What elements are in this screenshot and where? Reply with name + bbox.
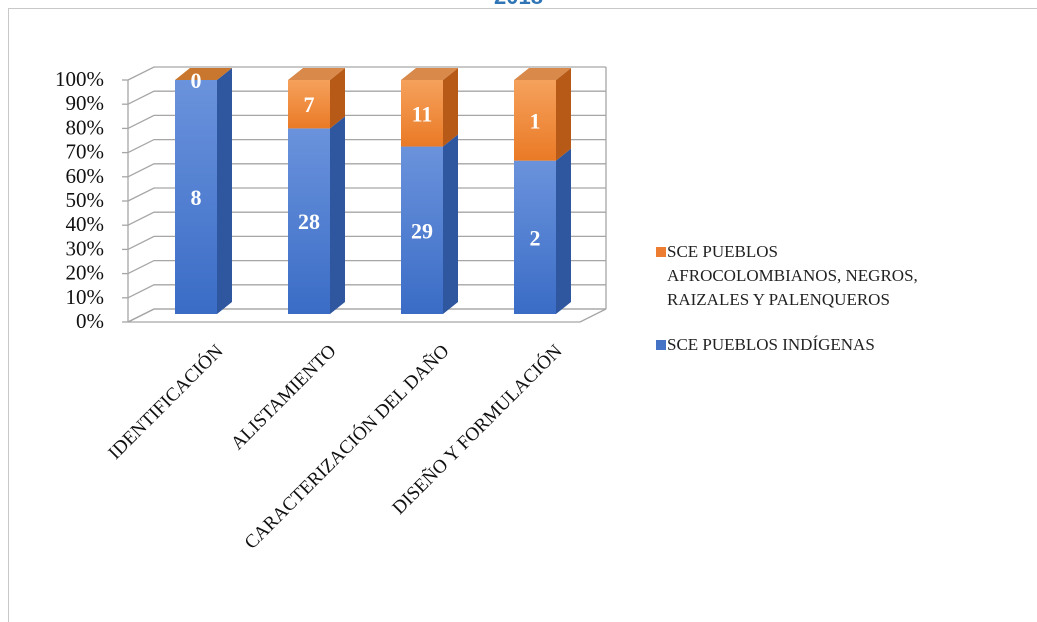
x-tick-label: ALISTAMIENTO — [227, 341, 341, 455]
y-tick-label: 30% — [66, 236, 105, 260]
bar-indigenas-front — [401, 146, 443, 314]
bar-afro-top — [514, 68, 571, 80]
data-label-indigenas: 8 — [191, 185, 202, 210]
legend-swatch-blue — [656, 340, 666, 350]
legend-item-indigenas: SCE PUEBLOS INDÍGENAS — [656, 333, 875, 357]
bar-indigenas-front — [514, 160, 556, 314]
data-label-afro: 11 — [412, 101, 433, 126]
bar-indigenas-front — [288, 128, 330, 314]
bar-afro-front — [288, 80, 330, 129]
bar-indigenas-side — [556, 148, 571, 314]
bar-afro-side — [556, 68, 571, 161]
chart-frame — [8, 8, 1037, 622]
legend-label-afro-2: AFROCOLOMBIANOS, NEGROS, — [667, 266, 918, 285]
data-label-afro: 1 — [530, 108, 541, 133]
y-tick-label: 0% — [76, 309, 104, 333]
data-label-indigenas: 28 — [298, 209, 320, 234]
legend-label-afro-1: SCE PUEBLOS — [667, 242, 778, 261]
floor-right-edge — [579, 308, 607, 323]
gridline — [127, 66, 606, 81]
data-label-indigenas: 2 — [530, 225, 541, 250]
y-tick-label: 50% — [66, 188, 105, 212]
legend-label-indigenas: SCE PUEBLOS INDÍGENAS — [667, 335, 875, 354]
bar-afro-side — [330, 68, 345, 129]
y-tick-label: 20% — [66, 261, 105, 285]
bar-afro-side — [443, 68, 458, 147]
bar-indigenas-front — [175, 80, 217, 314]
bar-afro-top — [288, 68, 345, 80]
y-tick-label: 80% — [66, 115, 105, 139]
y-tick-label: 100% — [55, 67, 104, 91]
gridline — [127, 308, 606, 323]
bar-afro-front — [514, 80, 556, 161]
legend-item-afro: SCE PUEBLOS AFROCOLOMBIANOS, NEGROS, RAI… — [656, 240, 918, 312]
data-label-afro: 0 — [191, 68, 202, 93]
y-tick-label: 10% — [66, 285, 105, 309]
bar-indigenas-side — [330, 116, 345, 315]
y-tick-label: 40% — [66, 212, 105, 236]
bar-indigenas-side — [443, 134, 458, 314]
chart-title-fragment: 2018 — [0, 0, 1037, 10]
data-label-indigenas: 29 — [411, 218, 433, 243]
x-tick-label: CARACTERIZACIÓN DEL DAÑO — [240, 340, 454, 554]
x-tick-label: IDENTIFICACIÓN — [104, 340, 228, 464]
y-tick-label: 70% — [66, 140, 105, 164]
bar-afro-top — [401, 68, 458, 80]
bar-afro-front — [401, 80, 443, 147]
legend-swatch-orange — [656, 247, 666, 257]
y-tick-label: 90% — [66, 91, 105, 115]
bar-afro-top — [175, 68, 232, 80]
bar-indigenas-side — [217, 68, 232, 314]
data-label-afro: 7 — [304, 92, 315, 117]
y-tick-label: 60% — [66, 164, 105, 188]
legend-label-afro-3: RAIZALES Y PALENQUEROS — [667, 290, 890, 309]
